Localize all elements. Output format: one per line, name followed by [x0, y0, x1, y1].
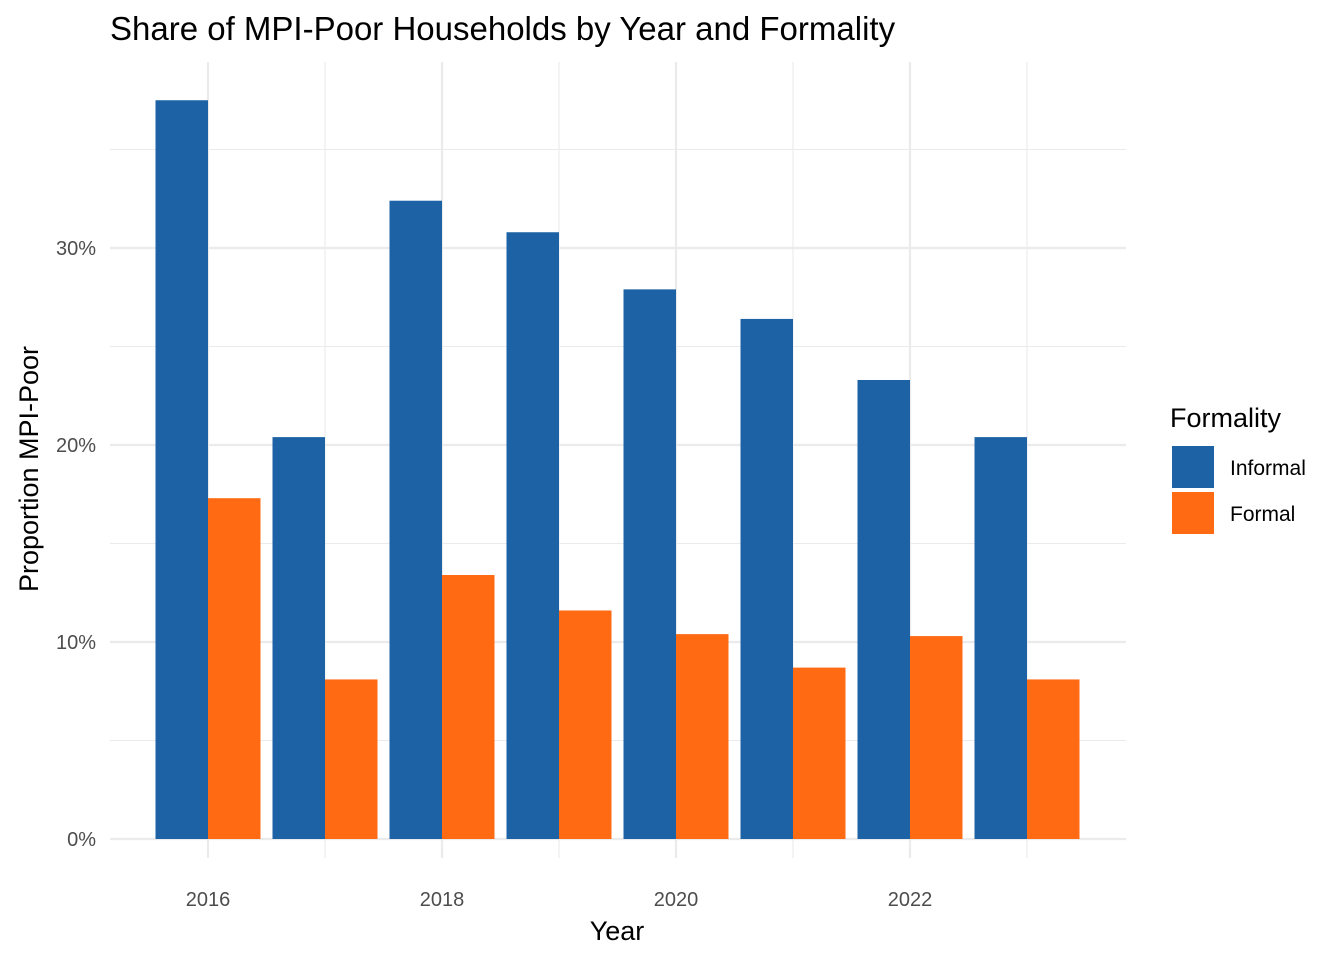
x-tick-label: 2016	[186, 889, 231, 911]
bar-informal-2020	[623, 289, 676, 839]
y-tick-label: 0%	[67, 829, 96, 851]
x-tick-label: 2018	[420, 889, 465, 911]
y-tick-label: 10%	[56, 632, 96, 654]
bar-formal-2018	[442, 575, 495, 839]
x-tick-label: 2020	[654, 889, 699, 911]
x-axis-title: Year	[590, 916, 645, 946]
bar-informal-2023	[974, 437, 1027, 839]
chart-title: Share of MPI-Poor Households by Year and…	[110, 10, 896, 47]
legend-label-formal: Formal	[1230, 503, 1295, 526]
y-tick-label: 30%	[56, 238, 96, 260]
legend-key-formal	[1172, 492, 1214, 534]
y-axis-title: Proportion MPI-Poor	[14, 346, 44, 592]
bar-informal-2019	[506, 232, 559, 840]
legend-items: Informal Formal	[1172, 446, 1306, 534]
legend-title: Formality	[1170, 403, 1282, 433]
bars	[155, 100, 1080, 840]
bar-formal-2017	[325, 679, 378, 839]
bar-formal-2021	[793, 667, 846, 839]
legend: Formality Informal Formal	[1170, 403, 1306, 534]
bar-informal-2018	[389, 200, 442, 840]
bar-formal-2022	[910, 636, 963, 839]
legend-label-informal: Informal	[1230, 457, 1306, 480]
legend-key-informal	[1172, 446, 1214, 488]
bar-formal-2023	[1027, 679, 1080, 839]
x-axis: 2016 2018 2020 2022	[186, 889, 933, 911]
bar-formal-2020	[676, 634, 729, 839]
y-axis: 0% 10% 20% 30%	[56, 238, 96, 851]
bar-informal-2016	[155, 100, 208, 839]
bar-informal-2021	[740, 318, 793, 839]
grid	[110, 62, 1126, 858]
y-tick-label: 20%	[56, 435, 96, 457]
bar-informal-2017	[272, 437, 325, 839]
bar-formal-2019	[559, 610, 612, 839]
bar-informal-2022	[857, 379, 910, 839]
bar-formal-2016	[208, 498, 261, 839]
x-tick-label: 2022	[888, 889, 933, 911]
